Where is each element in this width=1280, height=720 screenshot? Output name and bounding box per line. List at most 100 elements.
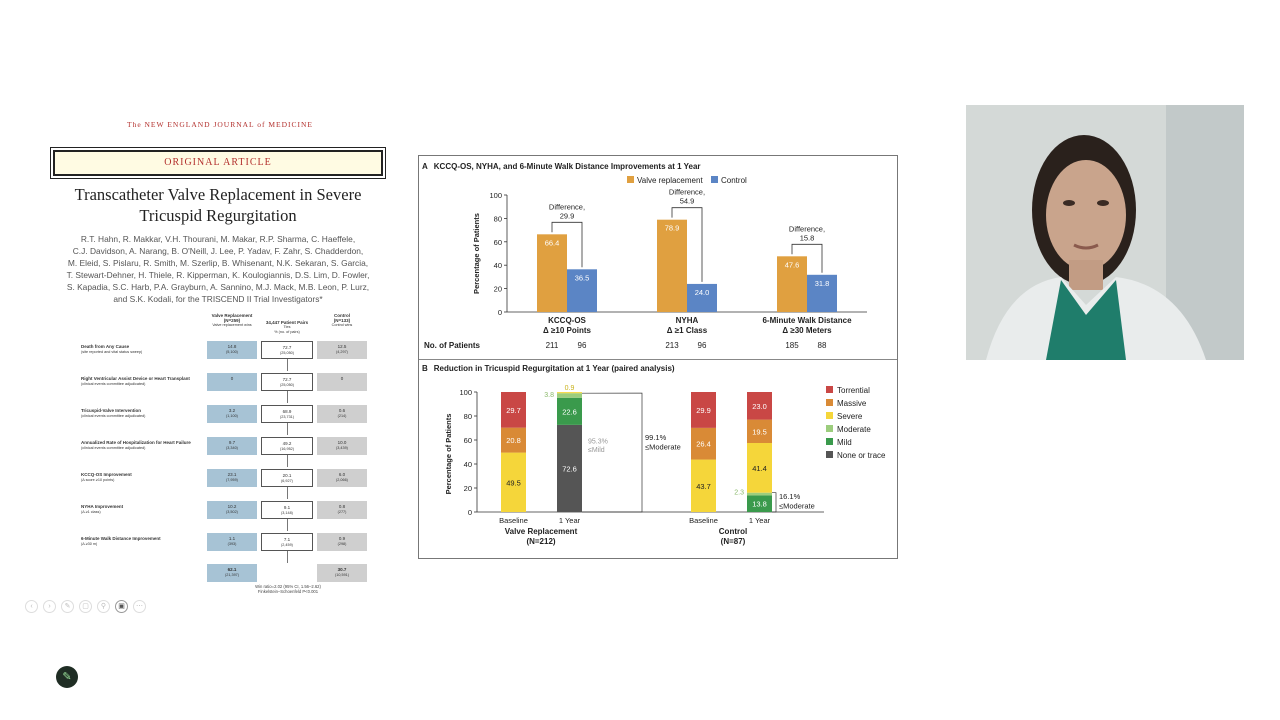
flow-row: Death from Any Cause (site reported and v… xyxy=(75,341,375,371)
flow-control-wins: 0.6 (214) xyxy=(317,405,367,423)
y-tick-label: 60 xyxy=(464,436,472,445)
bracket-99-moderate xyxy=(581,392,643,513)
stacked-segment xyxy=(557,393,582,398)
flow-row-label: Tricuspid-Valve Intervention (clinical ev… xyxy=(81,408,146,418)
flow-arrow xyxy=(287,455,288,467)
flow-valve-wins: 9.7 (3,340) xyxy=(207,437,257,455)
flow-valve-wins: 10.2 (3,502) xyxy=(207,501,257,519)
annotation-label: ≤Moderate xyxy=(779,501,815,510)
stacked-segment xyxy=(691,427,716,460)
win-ratio-note: Win ratio=2.02 (95% CI, 1.56–2.62) Finke… xyxy=(233,584,343,594)
bar xyxy=(687,283,717,312)
y-tick-label: 40 xyxy=(494,261,502,270)
bar xyxy=(777,256,807,312)
y-axis-label: Percentage of Patients xyxy=(472,213,481,294)
stacked-segment xyxy=(557,424,582,512)
y-tick-label: 0 xyxy=(498,308,502,317)
difference-label: Difference, xyxy=(549,202,585,211)
segment-data-label: 29.7 xyxy=(506,406,521,415)
flow-valve-wins: 3.2 (1,100) xyxy=(207,405,257,423)
flow-ties: 68.9 (23,731) xyxy=(261,405,313,423)
cc-icon[interactable]: ▣ xyxy=(115,600,128,613)
webcam-feed xyxy=(966,105,1244,360)
flow-row-label: KCCQ-OS Improvement (Δ score ≥10 points) xyxy=(81,472,132,482)
difference-bracket xyxy=(551,221,583,268)
win-ratio-test: Finkelstein–Schoenfeld P<0.001 xyxy=(257,589,319,594)
flow-valve-wins: 14.8 (5,100) xyxy=(207,341,257,359)
stacked-segment xyxy=(691,459,716,512)
patients-count: 185 xyxy=(785,341,799,350)
segment-data-label: 13.8 xyxy=(752,500,767,509)
author-line: M. Eleid, S. Pislaru, R. Smith, M. Szerl… xyxy=(67,258,369,268)
flow-ties: 20.1 (6,927) xyxy=(261,469,313,487)
copy-icon[interactable]: ▢ xyxy=(79,600,92,613)
patients-count: 213 xyxy=(665,341,679,350)
zoom-icon[interactable]: ⚲ xyxy=(97,600,110,613)
legend-label: Mild xyxy=(837,438,852,447)
flow-total-row: 62.1 (21,397) 30.7 (10,591) xyxy=(75,564,375,584)
category-sublabel: Δ ≥1 Class xyxy=(667,326,708,335)
flow-row-label: Death from Any Cause (site reported and v… xyxy=(81,344,143,354)
win-ratio-text: Win ratio=2.02 (95% CI, 1.56–2.62) xyxy=(255,584,321,589)
flow-control-wins: 6.0 (2,066) xyxy=(317,469,367,487)
flow-ties: 7.1 (2,459) xyxy=(261,533,313,551)
patients-count: 96 xyxy=(578,341,587,350)
x-category-label: 1 Year xyxy=(749,516,771,525)
patients-count: 211 xyxy=(546,341,559,350)
pen-icon[interactable]: ✎ xyxy=(61,600,74,613)
legend-label: Control xyxy=(721,176,747,185)
article-type-box: ORIGINAL ARTICLE xyxy=(50,147,386,179)
flow-control-wins: 0.8 (277) xyxy=(317,501,367,519)
author-line: T. Stewart-Dehner, H. Thiele, R. Kipperm… xyxy=(66,270,370,280)
y-tick-label: 20 xyxy=(494,285,502,294)
bar-data-label: 24.0 xyxy=(695,288,710,297)
annotation-label: 95.3% xyxy=(588,439,608,446)
annotation-label: 16.1% xyxy=(779,492,801,501)
speaker-video xyxy=(966,105,1244,360)
flow-control-wins: 10.0 (3,439) xyxy=(317,437,367,455)
segment-data-label: 29.9 xyxy=(696,406,711,415)
flow-row: Tricuspid-Valve Intervention (clinical ev… xyxy=(75,405,375,435)
flow-header-control-title: Control xyxy=(334,313,350,318)
flow-arrow xyxy=(287,519,288,531)
segment-data-label: 3.8 xyxy=(544,392,554,399)
author-line: S. Kapadia, S.C. Harb, P.A. Grayburn, A.… xyxy=(66,282,370,292)
y-tick-label: 0 xyxy=(468,508,472,517)
flow-valve-wins: 23.1 (7,959) xyxy=(207,469,257,487)
annotation-label: 99.1% xyxy=(645,433,667,442)
annotate-pen-button[interactable]: ✎ xyxy=(56,666,78,688)
stacked-segment xyxy=(557,392,582,394)
stacked-segment xyxy=(747,495,772,512)
bar-data-label: 66.4 xyxy=(545,238,560,247)
legend-label: Valve replacement xyxy=(637,176,703,185)
segment-data-label: 23.0 xyxy=(752,402,767,411)
stacked-segment xyxy=(747,443,772,493)
segment-data-label: 26.4 xyxy=(696,440,711,449)
difference-value: 54.9 xyxy=(680,197,695,206)
difference-value: 15.8 xyxy=(800,233,815,242)
y-tick-label: 80 xyxy=(464,412,472,421)
group-n-label: (N=212) xyxy=(526,537,555,546)
bar xyxy=(537,234,567,312)
legend-label: Torrential xyxy=(837,386,870,395)
more-icon[interactable]: ⋯ xyxy=(133,600,146,613)
legend-swatch xyxy=(627,176,634,183)
segment-data-label: 20.8 xyxy=(506,436,521,445)
stacked-segment xyxy=(557,397,582,425)
flow-control-wins: 0.9 (298) xyxy=(317,533,367,551)
x-category-label: 1 Year xyxy=(559,516,581,525)
y-axis-label: Percentage of Patients xyxy=(444,414,453,495)
flow-row-label: 6-Minute Walk Distance Improvement (Δ ≥30… xyxy=(81,536,161,546)
article-type-label: ORIGINAL ARTICLE xyxy=(164,157,272,168)
bar-data-label: 31.8 xyxy=(815,279,830,288)
legend-label: None or trace xyxy=(837,451,886,460)
difference-label: Difference, xyxy=(789,224,825,233)
difference-bracket xyxy=(791,243,823,273)
category-label: 6-Minute Walk Distance xyxy=(762,316,852,325)
flow-arrow xyxy=(287,391,288,403)
back-icon[interactable]: ‹ xyxy=(25,600,38,613)
category-label: NYHA xyxy=(676,316,699,325)
flow-row: Annualized Rate of Hospitalization for H… xyxy=(75,437,375,467)
flow-arrow xyxy=(287,487,288,499)
forward-icon[interactable]: › xyxy=(43,600,56,613)
